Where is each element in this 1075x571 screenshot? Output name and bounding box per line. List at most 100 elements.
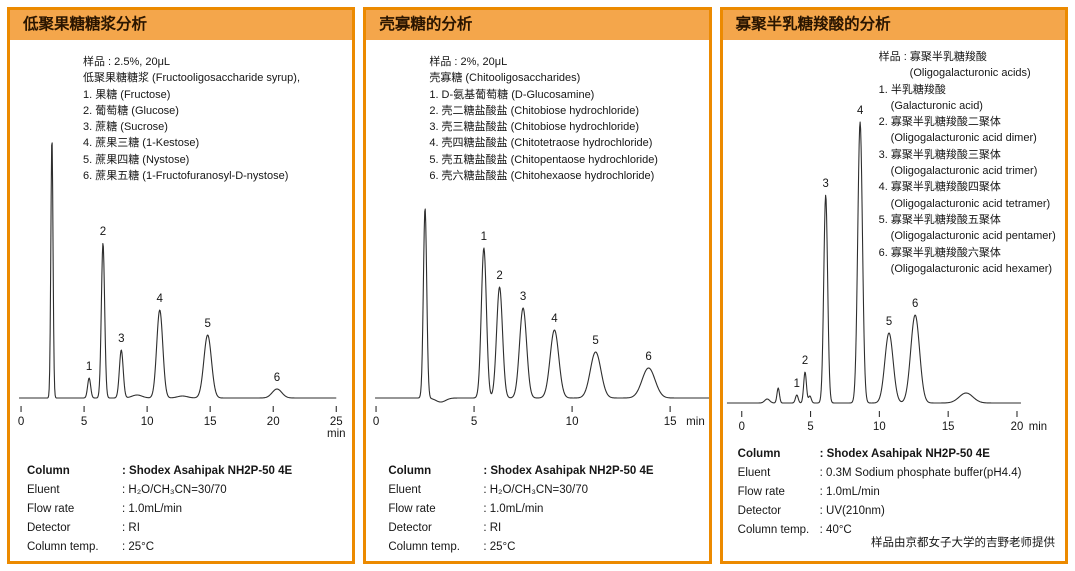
x-axis-tick-label: 5 — [807, 421, 813, 433]
x-axis-tick-label: 0 — [18, 416, 24, 428]
x-axis-unit-label: min — [1028, 421, 1046, 433]
peak-label: 2 — [497, 270, 503, 282]
sample-line: 样品 : 寡聚半乳糖羧酸 — [878, 51, 987, 63]
detail-value: : H₂O/CH₃CN=30/70 — [483, 484, 589, 496]
chromatogram-plot: 0 5 10 15 min 1 2 3 4 5 6 — [373, 208, 709, 428]
detail-value: : UV(210nm) — [819, 505, 885, 517]
detail-value: : H₂O/CH₃CN=30/70 — [122, 484, 227, 496]
detail-row: Column: Shodex Asahipak NH2P-50 4E — [27, 462, 352, 481]
sample-line: (Oligogalacturonic acid hexamer) — [890, 262, 1053, 275]
detail-value: : RI — [483, 522, 502, 534]
detail-label: Column — [737, 448, 781, 460]
peak-label: 5 — [204, 318, 210, 330]
detail-row: Eluent: 0.3M Sodium phosphate buffer(pH4… — [738, 464, 1065, 483]
detail-label: Column temp. — [27, 541, 99, 553]
peak-label: 3 — [520, 291, 526, 303]
detail-value: : 25°C — [483, 541, 516, 553]
peak-label: 4 — [857, 105, 864, 117]
sample-line: 3. 壳三糖盐酸盐 (Chitobiose hydrochloride) — [429, 121, 640, 134]
sample-line: (Oligogalacturonic acid tetramer) — [890, 197, 1051, 210]
sample-line: 3. 蔗糖 (Sucrose) — [83, 121, 168, 134]
chromatogram-trace — [375, 208, 709, 403]
detail-value: : 0.3M Sodium phosphate buffer(pH4.4) — [819, 467, 1022, 479]
panel-title: 寡聚半乳糖羧酸的分析 — [722, 10, 1065, 40]
detail-row: Flow rate: 1.0mL/min — [388, 500, 708, 519]
detail-label: Eluent — [388, 484, 421, 496]
sample-line: 壳寡糖 (Chitooligosaccharides) — [429, 72, 581, 85]
detail-value: : Shodex Asahipak NH2P-50 4E — [122, 465, 293, 477]
x-axis-tick-label: 5 — [471, 416, 477, 428]
x-axis-tick-label: 10 — [141, 416, 154, 428]
detail-row: Column : Shodex Asahipak NH2P-50 4E — [738, 445, 1065, 464]
x-axis-tick-label: 20 — [267, 416, 280, 428]
sample-line: (Galacturonic acid) — [890, 99, 983, 112]
sample-line: 1. 半乳糖羧酸 — [878, 83, 946, 96]
detail-row: Detector : UV(210nm) — [738, 502, 1065, 521]
sample-line: (Oligogalacturonic acid pentamer) — [890, 230, 1056, 243]
peak-label: 1 — [793, 378, 799, 390]
panel-fructooligosaccharide-syrup: 低聚果糖糖浆分析 样品 : 2.5%, 20μL 低聚果糖糖浆 (Fructool… — [7, 7, 356, 564]
sample-line: 4. 壳四糖盐酸盐 (Chitotetraose hydrochloride) — [429, 137, 653, 150]
peak-label: 1 — [86, 361, 92, 373]
sample-line: 4. 寡聚半乳糖羧酸四聚体 — [878, 181, 1001, 194]
peak-label: 3 — [118, 333, 124, 345]
peak-label: 6 — [646, 351, 652, 363]
x-axis-tick-label: 0 — [738, 421, 744, 433]
x-axis-tick-label: 25 — [330, 416, 343, 428]
x-axis-tick-label: 10 — [873, 421, 886, 433]
detail-value: : 1.0mL/min — [819, 486, 880, 498]
sample-line: 4. 蔗果三糖 (1-Kestose) — [83, 137, 200, 150]
detail-row: Column: Shodex Asahipak NH2P-50 4E — [388, 462, 708, 481]
sample-line: 低聚果糖糖浆 (Fructooligosaccharide syrup), — [83, 72, 301, 85]
peak-label: 5 — [593, 335, 599, 347]
sample-line: 2. 壳二糖盐酸盐 (Chitobiose hydrochloride) — [429, 104, 640, 117]
detail-row: Eluent : H₂O/CH₃CN=30/70 — [388, 481, 708, 500]
detail-label: Column — [388, 465, 432, 477]
detail-row: Flow rate: 1.0mL/min — [27, 500, 352, 519]
chromatogram-trace — [18, 142, 337, 399]
column-details: Column: Shodex Asahipak NH2P-50 4E Eluent… — [10, 462, 352, 557]
peak-label: 4 — [552, 313, 559, 325]
detail-value: : RI — [122, 522, 140, 534]
sample-line: 6. 寡聚半乳糖羧酸六聚体 — [878, 246, 1001, 259]
detail-label: Detector — [27, 522, 71, 534]
sample-line: (Oligogalacturonic acids) — [909, 67, 1031, 80]
sample-description: 样品 : 2.5%, 20μL 低聚果糖糖浆 (Fructooligosaccha… — [83, 54, 300, 184]
x-axis-tick-label: 10 — [566, 416, 579, 428]
detail-value: : Shodex Asahipak NH2P-50 4E — [819, 448, 990, 460]
detail-label: Detector — [737, 505, 782, 517]
sample-description: 样品 : 寡聚半乳糖羧酸 (Oligogalacturonic acids) 1. … — [879, 49, 1056, 277]
peak-label: 6 — [274, 372, 280, 384]
sample-line: (Oligogalacturonic acid trimer) — [890, 165, 1038, 178]
sample-line: 2. 寡聚半乳糖羧酸二聚体 — [878, 116, 1001, 129]
panel-chitooligosaccharides: 壳寡糖的分析 样品 : 2%, 20μL 壳寡糖 (Chitooligosacch… — [363, 7, 712, 564]
x-axis-tick-label: 0 — [373, 416, 379, 428]
x-axis-unit-label: min — [327, 428, 346, 440]
sample-line: 5. 寡聚半乳糖羧酸五聚体 — [878, 213, 1001, 226]
detail-label: Flow rate — [27, 503, 75, 515]
chromatogram-trace — [726, 121, 1021, 404]
x-axis-tick-label: 20 — [1010, 421, 1023, 433]
x-axis-tick-label: 5 — [81, 416, 87, 428]
sample-description: 样品 : 2%, 20μL 壳寡糖 (Chitooligosaccharides)… — [429, 54, 658, 184]
detail-value: : 25°C — [122, 541, 155, 553]
peak-label: 1 — [481, 231, 487, 243]
peak-label: 5 — [886, 316, 892, 328]
x-axis-tick-label: 15 — [942, 421, 955, 433]
sample-line: 5. 蔗果四糖 (Nystose) — [83, 153, 190, 166]
detail-label: Column temp. — [388, 541, 460, 553]
peak-label: 4 — [157, 293, 164, 305]
sample-line: 2. 葡萄糖 (Glucose) — [83, 104, 179, 117]
detail-label: Flow rate — [737, 486, 785, 498]
sample-line: 样品 : 2.5%, 20μL — [83, 56, 171, 68]
chromatogram-plot: 0 5 10 15 20 min 12 3 4 5 6 — [726, 105, 1047, 433]
sample-line: 6. 壳六糖盐酸盐 (Chitohexaose hydrochloride) — [429, 170, 655, 183]
detail-row: Flow rate : 1.0mL/min — [738, 483, 1065, 502]
sample-line: (Oligogalacturonic acid dimer) — [890, 132, 1037, 145]
peak-label: 6 — [912, 298, 918, 310]
detail-row: Detector : RI — [27, 519, 352, 538]
panel-title: 低聚果糖糖浆分析 — [10, 10, 353, 40]
sample-credit: 样品由京都女子大学的吉野老师提供 — [870, 537, 1055, 549]
